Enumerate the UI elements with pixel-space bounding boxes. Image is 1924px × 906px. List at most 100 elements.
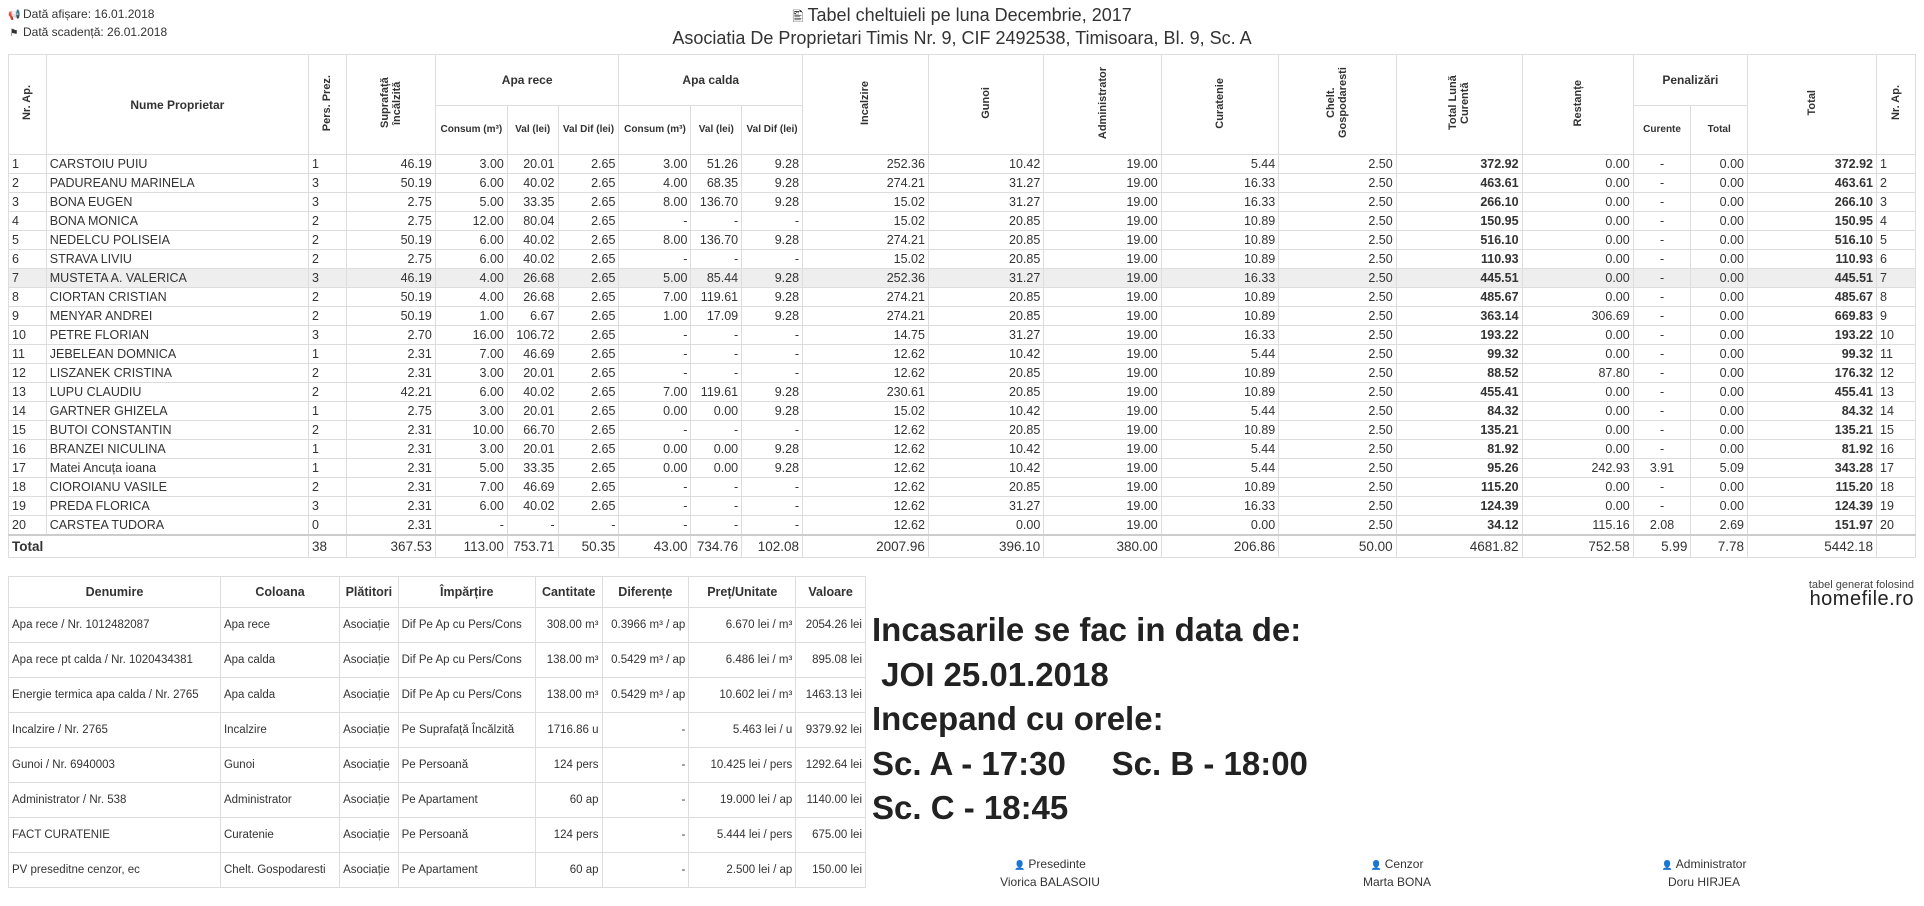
table-cell: 0.00 — [1690, 173, 1749, 193]
table-cell: 135.21 — [1395, 420, 1523, 440]
total-cell: 102.08 — [741, 534, 804, 558]
table-cell: 17.09 — [690, 306, 743, 326]
expense-cell: Apa calda — [219, 677, 341, 713]
expense-cell: 138.00 m³ — [534, 677, 603, 713]
table-cell: 2.31 — [345, 363, 436, 383]
table-cell: 2.65 — [557, 496, 620, 516]
table-cell: 274.21 — [802, 230, 929, 250]
table-cell: 372.92 — [1747, 154, 1878, 174]
table-cell: 10.42 — [927, 439, 1045, 459]
table-cell: 16.33 — [1160, 268, 1280, 288]
table-cell: 20.85 — [927, 382, 1045, 402]
table-cell: 20.01 — [506, 401, 559, 421]
table-cell: 2.75 — [345, 211, 436, 231]
table-cell: CIOROIANU VASILE — [45, 477, 309, 497]
expense-header-cell: Coloana — [219, 576, 341, 608]
table-cell: 8.00 — [618, 192, 692, 212]
table-cell: 5.00 — [618, 268, 692, 288]
table-cell: 0.00 — [690, 458, 743, 478]
table-cell: 1 — [307, 344, 347, 364]
table-cell: 115.20 — [1747, 477, 1878, 497]
table-cell: 19.00 — [1043, 363, 1162, 383]
table-cell: 33.35 — [506, 458, 559, 478]
table-cell: 2 — [307, 477, 347, 497]
table-cell: 0.00 — [1521, 325, 1634, 345]
table-cell: 12 — [8, 363, 47, 383]
table-cell: 2.70 — [345, 325, 436, 345]
table-cell: 51.26 — [690, 154, 743, 174]
table-cell: 0.00 — [927, 515, 1045, 536]
table-cell: 0.00 — [1521, 192, 1634, 212]
table-cell: 15.02 — [802, 401, 929, 421]
col-heating: Incalzire — [802, 54, 929, 155]
table-cell: 19 — [8, 496, 47, 516]
table-cell: 0.00 — [1690, 154, 1749, 174]
table-cell: - — [741, 420, 804, 440]
total-cell: 380.00 — [1043, 534, 1162, 558]
title-block: 🖺 Tabel cheltuieli pe luna Decembrie, 201… — [0, 4, 1924, 49]
expense-cell: 6.486 lei / m³ — [688, 642, 797, 678]
expense-cell: 895.08 lei — [795, 642, 866, 678]
table-cell: 9.28 — [741, 154, 804, 174]
table-cell: 19.00 — [1043, 249, 1162, 269]
table-cell: 0.00 — [1521, 420, 1634, 440]
expense-row: Apa rece / Nr. 1012482087 Apa rece Asociaț… — [8, 607, 866, 643]
total-cell: 5442.18 — [1747, 534, 1878, 558]
table-cell: 0.00 — [1690, 477, 1749, 497]
expense-row: FACT CURATENIE Curatenie Asociație Pe Perso… — [8, 817, 866, 853]
table-cell: 9.28 — [741, 268, 804, 288]
col-penalties: Penalizări — [1632, 54, 1749, 106]
table-cell: 16.00 — [434, 325, 508, 345]
table-cell: 2 — [307, 382, 347, 402]
col-total-month: Total Lună Curentă — [1395, 54, 1523, 155]
table-cell: 10.42 — [927, 401, 1045, 421]
table-cell: 106.72 — [506, 325, 559, 345]
table-cell: 2.65 — [557, 344, 620, 364]
table-cell: 3 — [307, 268, 347, 288]
table-cell: 15.02 — [802, 249, 929, 269]
table-cell: - — [434, 515, 508, 536]
table-cell: 136.70 — [690, 192, 743, 212]
table-cell: 0.00 — [1521, 287, 1634, 307]
table-cell: 2.31 — [345, 420, 436, 440]
table-cell: 15 — [8, 420, 47, 440]
homefile-logo[interactable]: tabel generat folosind homefile.ro — [1808, 579, 1914, 610]
table-cell: 19.00 — [1043, 496, 1162, 516]
expense-cell: Apa rece — [219, 607, 341, 643]
expense-cell: Asociație — [339, 642, 399, 678]
table-cell: 19.00 — [1043, 458, 1162, 478]
table-cell: 5.44 — [1160, 344, 1280, 364]
table-cell: 2.65 — [557, 477, 620, 497]
table-cell: Matei Ancuța ioana — [45, 458, 309, 478]
table-cell: 110.93 — [1747, 249, 1878, 269]
table-cell: PREDA FLORICA — [45, 496, 309, 516]
table-cell: - — [741, 477, 804, 497]
table-cell: 0.00 — [1690, 439, 1749, 459]
table-cell: LISZANEK CRISTINA — [45, 363, 309, 383]
expense-cell: Administrator — [219, 782, 341, 818]
expense-row: PV preseditne cenzor, ec Chelt. Gospodare… — [8, 852, 866, 888]
table-cell: 2.50 — [1278, 230, 1397, 250]
table-cell: 95.26 — [1395, 458, 1523, 478]
table-cell: 10.89 — [1160, 363, 1280, 383]
notice-line-5: Sc. C - 18:45 — [872, 789, 1069, 826]
table-cell: - — [690, 420, 743, 440]
expense-cell: - — [601, 782, 690, 818]
table-cell: 17 — [8, 458, 47, 478]
table-cell: 19.00 — [1043, 439, 1162, 459]
expense-cell: Asociație — [339, 712, 399, 748]
table-cell: 6.00 — [434, 173, 508, 193]
table-cell: 2.50 — [1278, 439, 1397, 459]
expense-cell: Curatenie — [219, 817, 341, 853]
table-cell: 2.65 — [557, 325, 620, 345]
table-cell: - — [618, 325, 692, 345]
table-cell: 20.01 — [506, 439, 559, 459]
table-cell: - — [557, 515, 620, 536]
expense-cell: Pe Persoană — [397, 817, 536, 853]
table-row: 1 CARSTOIU PUIU 1 46.19 3.00 20.01 2.65 3.00 51.… — [8, 154, 1916, 174]
table-cell: 99.32 — [1747, 344, 1878, 364]
table-cell: 124.39 — [1395, 496, 1523, 516]
table-cell: 2.75 — [345, 192, 436, 212]
table-cell: 85.44 — [690, 268, 743, 288]
table-cell: 3 — [307, 325, 347, 345]
